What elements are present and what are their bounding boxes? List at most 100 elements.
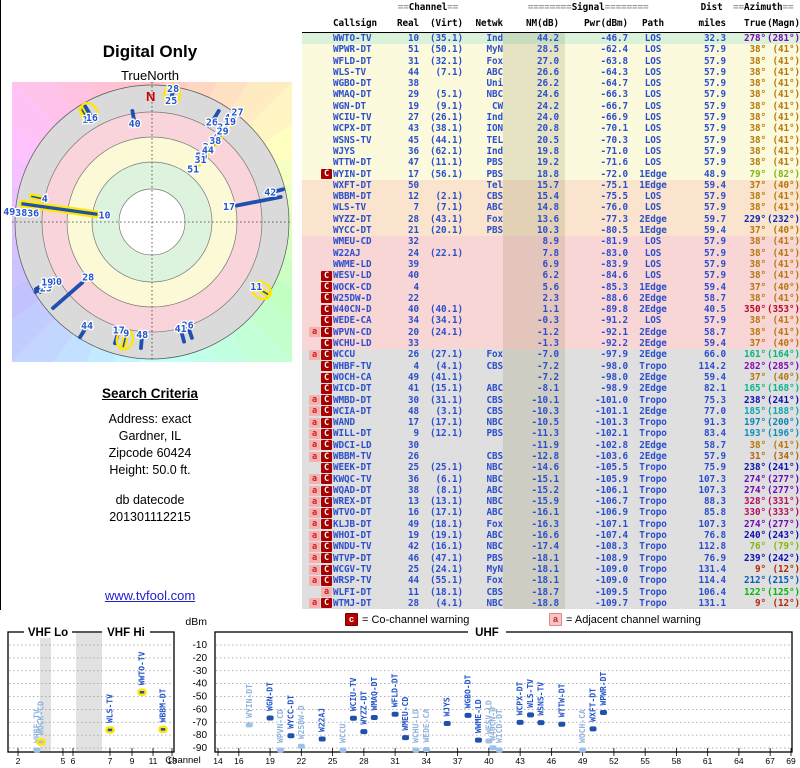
virtual-channel-cell: (43.1) xyxy=(430,213,463,225)
real-channel-cell: 51 xyxy=(408,44,419,56)
virtual-channel-cell: (7.1) xyxy=(435,202,464,214)
signal-bar xyxy=(422,747,430,753)
station-bar-label: WCPX-DT xyxy=(516,681,525,715)
network-cell: CBS xyxy=(486,191,504,203)
co-channel-warning-icon: C xyxy=(321,395,332,406)
power-cell: -70.1 xyxy=(600,123,629,135)
magnetic-azimuth-cell: (12°) xyxy=(772,563,800,575)
network-cell: ABC xyxy=(486,202,504,214)
channel-number-label: 9 xyxy=(123,329,129,340)
channel-tick-label: 11 xyxy=(149,756,158,766)
station-bar-label: WESV-LD xyxy=(484,700,493,734)
noise-margin-cell: -7.2 xyxy=(503,371,565,384)
network-cell xyxy=(463,248,503,259)
db-datecode-label: db datecode xyxy=(115,493,185,507)
adjacent-warning-icon: a xyxy=(309,598,320,609)
callsign-cell: WTTW-DT xyxy=(333,157,372,169)
signal-bar xyxy=(349,715,357,721)
station-bar-label: WCHU-LD xyxy=(411,709,420,743)
co-channel-warning-icon: C xyxy=(321,462,332,473)
noise-margin-cell: 24.6 xyxy=(503,89,565,101)
station-bar-label: WWME-LD xyxy=(474,699,483,733)
callsign-cell: WQAD-DT xyxy=(333,484,372,496)
signal-bar xyxy=(391,711,399,717)
signal-bar xyxy=(412,747,420,753)
true-azimuth-cell: 193° xyxy=(744,428,766,440)
dbm-tick-label: -50 xyxy=(193,692,208,703)
station-bar-label: WMEU-CD xyxy=(401,697,410,731)
path-cell: Tropo xyxy=(639,575,667,587)
magnetic-azimuth-cell: (41°) xyxy=(772,315,800,327)
adjacent-channel-legend-text: = Adjacent channel warning xyxy=(566,613,701,626)
channel-number-label: 38 xyxy=(209,136,221,147)
magnetic-azimuth-cell: (277°) xyxy=(767,484,800,496)
co-channel-warning-icon: C xyxy=(321,383,332,394)
callsign-cell: W40CN-D xyxy=(333,304,372,316)
path-cell: LOS xyxy=(644,157,662,169)
magnetic-azimuth-cell: (41°) xyxy=(772,270,800,282)
noise-margin-cell: -1.3 xyxy=(503,338,565,350)
network-cell: NBC xyxy=(486,496,504,508)
real-channel-cell: 42 xyxy=(408,541,419,553)
signal-bar xyxy=(158,725,168,734)
station-row: W22AJ 24 (22.1) 7.8 -83.0 LOS 57.9 38° (41°) xyxy=(302,247,800,259)
callsign-cell: WHOI-DT xyxy=(333,530,372,542)
magnetic-azimuth-cell: (168°) xyxy=(767,383,800,395)
power-cell: -89.8 xyxy=(600,304,629,316)
power-cell: -66.7 xyxy=(600,100,629,112)
adjacent-warning-icon: a xyxy=(309,451,320,462)
station-row: a C WHOI-DT 19 (19.1) ABC -16.6 -107.4 Tropo 76.8… xyxy=(302,530,800,542)
station-row: C WESV-LD 40 6.2 -84.6 LOS 57.9 38° (41°) xyxy=(302,270,800,282)
callsign-cell: WESV-LD xyxy=(333,270,372,282)
true-azimuth-cell: 9° xyxy=(755,597,766,609)
real-channel-cell: 38 xyxy=(408,484,419,496)
miles-cell: 85.8 xyxy=(704,507,726,519)
virtual-channel-cell: (27.1) xyxy=(430,349,463,361)
virtual-channel-cell: (17.1) xyxy=(430,417,463,429)
real-channel-cell: 32 xyxy=(408,236,419,248)
co-channel-warning-icon: C xyxy=(321,530,332,541)
callsign-cell: WREX-DT xyxy=(333,496,372,508)
channel-tick-label: 34 xyxy=(422,756,432,766)
path-cell: LOS xyxy=(644,247,662,259)
callsign-cell: KLJB-DT xyxy=(333,518,372,530)
path-cell: 2Edge xyxy=(639,292,667,304)
magnetic-azimuth-cell: (41°) xyxy=(772,292,800,304)
real-channel-cell: 17 xyxy=(408,168,419,180)
magnetic-azimuth-cell: (41°) xyxy=(772,439,800,451)
real-channel-cell: 45 xyxy=(408,134,419,146)
station-row: a C WPVN-CD 20 (24.1) -1.2 -92.1 2Edge 58.7 38° (4… xyxy=(302,326,800,339)
true-azimuth-cell: 38° xyxy=(749,44,767,56)
noise-margin-cell: -7.0 xyxy=(503,349,565,361)
miles-cell: 57.9 xyxy=(704,157,726,169)
warning-cell: C xyxy=(302,338,333,349)
frequency-gap-band xyxy=(40,633,51,751)
miles-cell: 82.1 xyxy=(704,383,726,395)
warning-cell xyxy=(302,44,333,55)
true-azimuth-cell: 79° xyxy=(749,168,767,180)
warning-cell xyxy=(302,225,333,236)
warning-cell xyxy=(302,56,333,67)
co-channel-legend-text: = Co-channel warning xyxy=(362,613,470,626)
callsign-cell: WXFT-DT xyxy=(333,179,372,191)
co-channel-warning-icon: C xyxy=(321,429,332,440)
true-azimuth-cell: 37° xyxy=(749,281,767,293)
signal-bar xyxy=(474,737,482,743)
true-azimuth-cell: 330° xyxy=(744,507,766,519)
signal-bar xyxy=(36,738,46,746)
power-cell: -88.6 xyxy=(600,292,629,304)
tvfool-link[interactable]: www.tvfool.com xyxy=(104,588,196,603)
real-channel-cell: 30 xyxy=(408,394,419,406)
magnetic-azimuth-cell: (200°) xyxy=(767,417,800,429)
power-cell: -85.3 xyxy=(600,281,629,293)
true-azimuth-cell: 38° xyxy=(749,78,767,90)
virtual-channel-cell: (13.1) xyxy=(430,496,463,508)
true-azimuth-cell: 38° xyxy=(749,55,767,67)
co-channel-warning-icon: C xyxy=(321,304,332,315)
channel-number-label: 46 xyxy=(41,280,53,291)
miles-cell: 106.4 xyxy=(698,586,727,598)
